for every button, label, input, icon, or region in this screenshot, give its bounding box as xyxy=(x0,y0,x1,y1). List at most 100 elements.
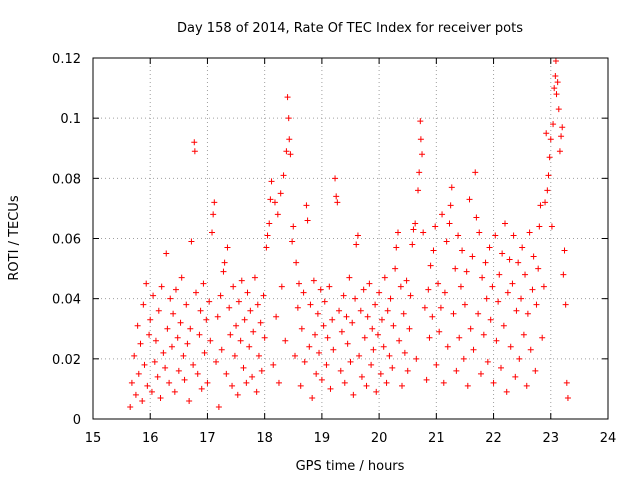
data-point xyxy=(392,265,399,272)
data-point xyxy=(246,343,253,350)
data-point xyxy=(457,283,464,290)
axis-ticks: 15 16 17 18 19 20 21 22 23 24 0 0.02 0.04 0.06 0.08 0.1… xyxy=(52,52,616,446)
data-point xyxy=(467,325,474,332)
data-point xyxy=(318,376,325,383)
data-point xyxy=(513,307,520,314)
data-point xyxy=(234,391,241,398)
x-tick-label: 20 xyxy=(371,431,388,446)
chart-title: Day 158 of 2014, Rate Of TEC Index for r… xyxy=(177,21,523,36)
data-point xyxy=(490,379,497,386)
data-point xyxy=(140,301,147,308)
data-point xyxy=(383,379,390,386)
data-point xyxy=(141,361,148,368)
data-point xyxy=(520,331,527,338)
data-point xyxy=(535,265,542,272)
data-point xyxy=(290,223,297,230)
y-axis-label: ROTI / TECUs xyxy=(7,195,22,280)
data-point xyxy=(285,115,292,122)
data-point xyxy=(227,331,234,338)
data-point xyxy=(317,286,324,293)
data-point xyxy=(264,232,271,239)
data-point xyxy=(237,337,244,344)
data-point xyxy=(166,379,173,386)
data-point xyxy=(551,85,558,92)
data-point xyxy=(220,268,227,275)
data-point xyxy=(320,322,327,329)
x-tick-label: 22 xyxy=(485,431,502,446)
data-point xyxy=(479,274,486,281)
data-point xyxy=(373,388,380,395)
data-point xyxy=(562,301,569,308)
data-point xyxy=(333,193,340,200)
data-point xyxy=(503,388,510,395)
data-point xyxy=(128,379,135,386)
data-point xyxy=(380,343,387,350)
data-point xyxy=(553,91,560,98)
data-point xyxy=(374,331,381,338)
data-point xyxy=(273,313,280,320)
data-point xyxy=(482,259,489,266)
data-point xyxy=(390,322,397,329)
x-tick-label: 16 xyxy=(142,431,159,446)
data-point xyxy=(186,397,193,404)
data-point xyxy=(477,370,484,377)
data-point xyxy=(313,370,320,377)
data-point xyxy=(522,271,529,278)
data-point xyxy=(271,199,278,206)
data-point xyxy=(223,370,230,377)
data-point xyxy=(164,325,171,332)
data-point xyxy=(340,292,347,299)
data-point xyxy=(563,379,570,386)
data-point xyxy=(546,154,553,161)
data-point xyxy=(353,241,360,248)
data-point xyxy=(527,346,534,353)
data-point xyxy=(191,139,198,146)
data-point xyxy=(238,277,245,284)
y-tick-label: 0.04 xyxy=(52,293,81,308)
data-point xyxy=(241,316,248,323)
data-point xyxy=(347,358,354,365)
data-point xyxy=(231,352,238,359)
data-point xyxy=(357,307,364,314)
x-tick-label: 15 xyxy=(85,431,102,446)
data-point xyxy=(420,229,427,236)
data-point xyxy=(400,310,407,317)
data-point xyxy=(235,298,242,305)
data-point xyxy=(310,277,317,284)
data-point xyxy=(198,385,205,392)
data-point xyxy=(334,199,341,206)
data-point xyxy=(393,244,400,251)
data-point xyxy=(346,274,353,281)
data-point xyxy=(132,391,139,398)
data-point xyxy=(282,337,289,344)
data-point xyxy=(540,283,547,290)
data-point xyxy=(417,136,424,143)
data-point xyxy=(436,328,443,335)
data-point xyxy=(410,226,417,233)
data-point xyxy=(413,355,420,362)
data-point xyxy=(456,334,463,341)
data-point xyxy=(211,199,218,206)
data-point xyxy=(561,247,568,254)
data-point xyxy=(135,370,142,377)
data-point xyxy=(504,289,511,296)
data-point xyxy=(364,313,371,320)
data-point xyxy=(127,403,134,410)
data-point xyxy=(323,361,330,368)
data-point xyxy=(157,394,164,401)
data-point xyxy=(174,334,181,341)
data-point xyxy=(518,295,525,302)
data-point xyxy=(168,343,175,350)
data-point xyxy=(403,277,410,284)
data-point xyxy=(278,283,285,290)
data-point xyxy=(423,376,430,383)
data-point xyxy=(554,79,561,86)
data-point xyxy=(453,367,460,374)
data-point xyxy=(476,229,483,236)
data-point xyxy=(280,172,287,179)
data-point xyxy=(459,247,466,254)
y-tick-label: 0.02 xyxy=(52,353,81,368)
data-point xyxy=(251,274,258,281)
y-tick-label: 0.08 xyxy=(52,172,81,187)
